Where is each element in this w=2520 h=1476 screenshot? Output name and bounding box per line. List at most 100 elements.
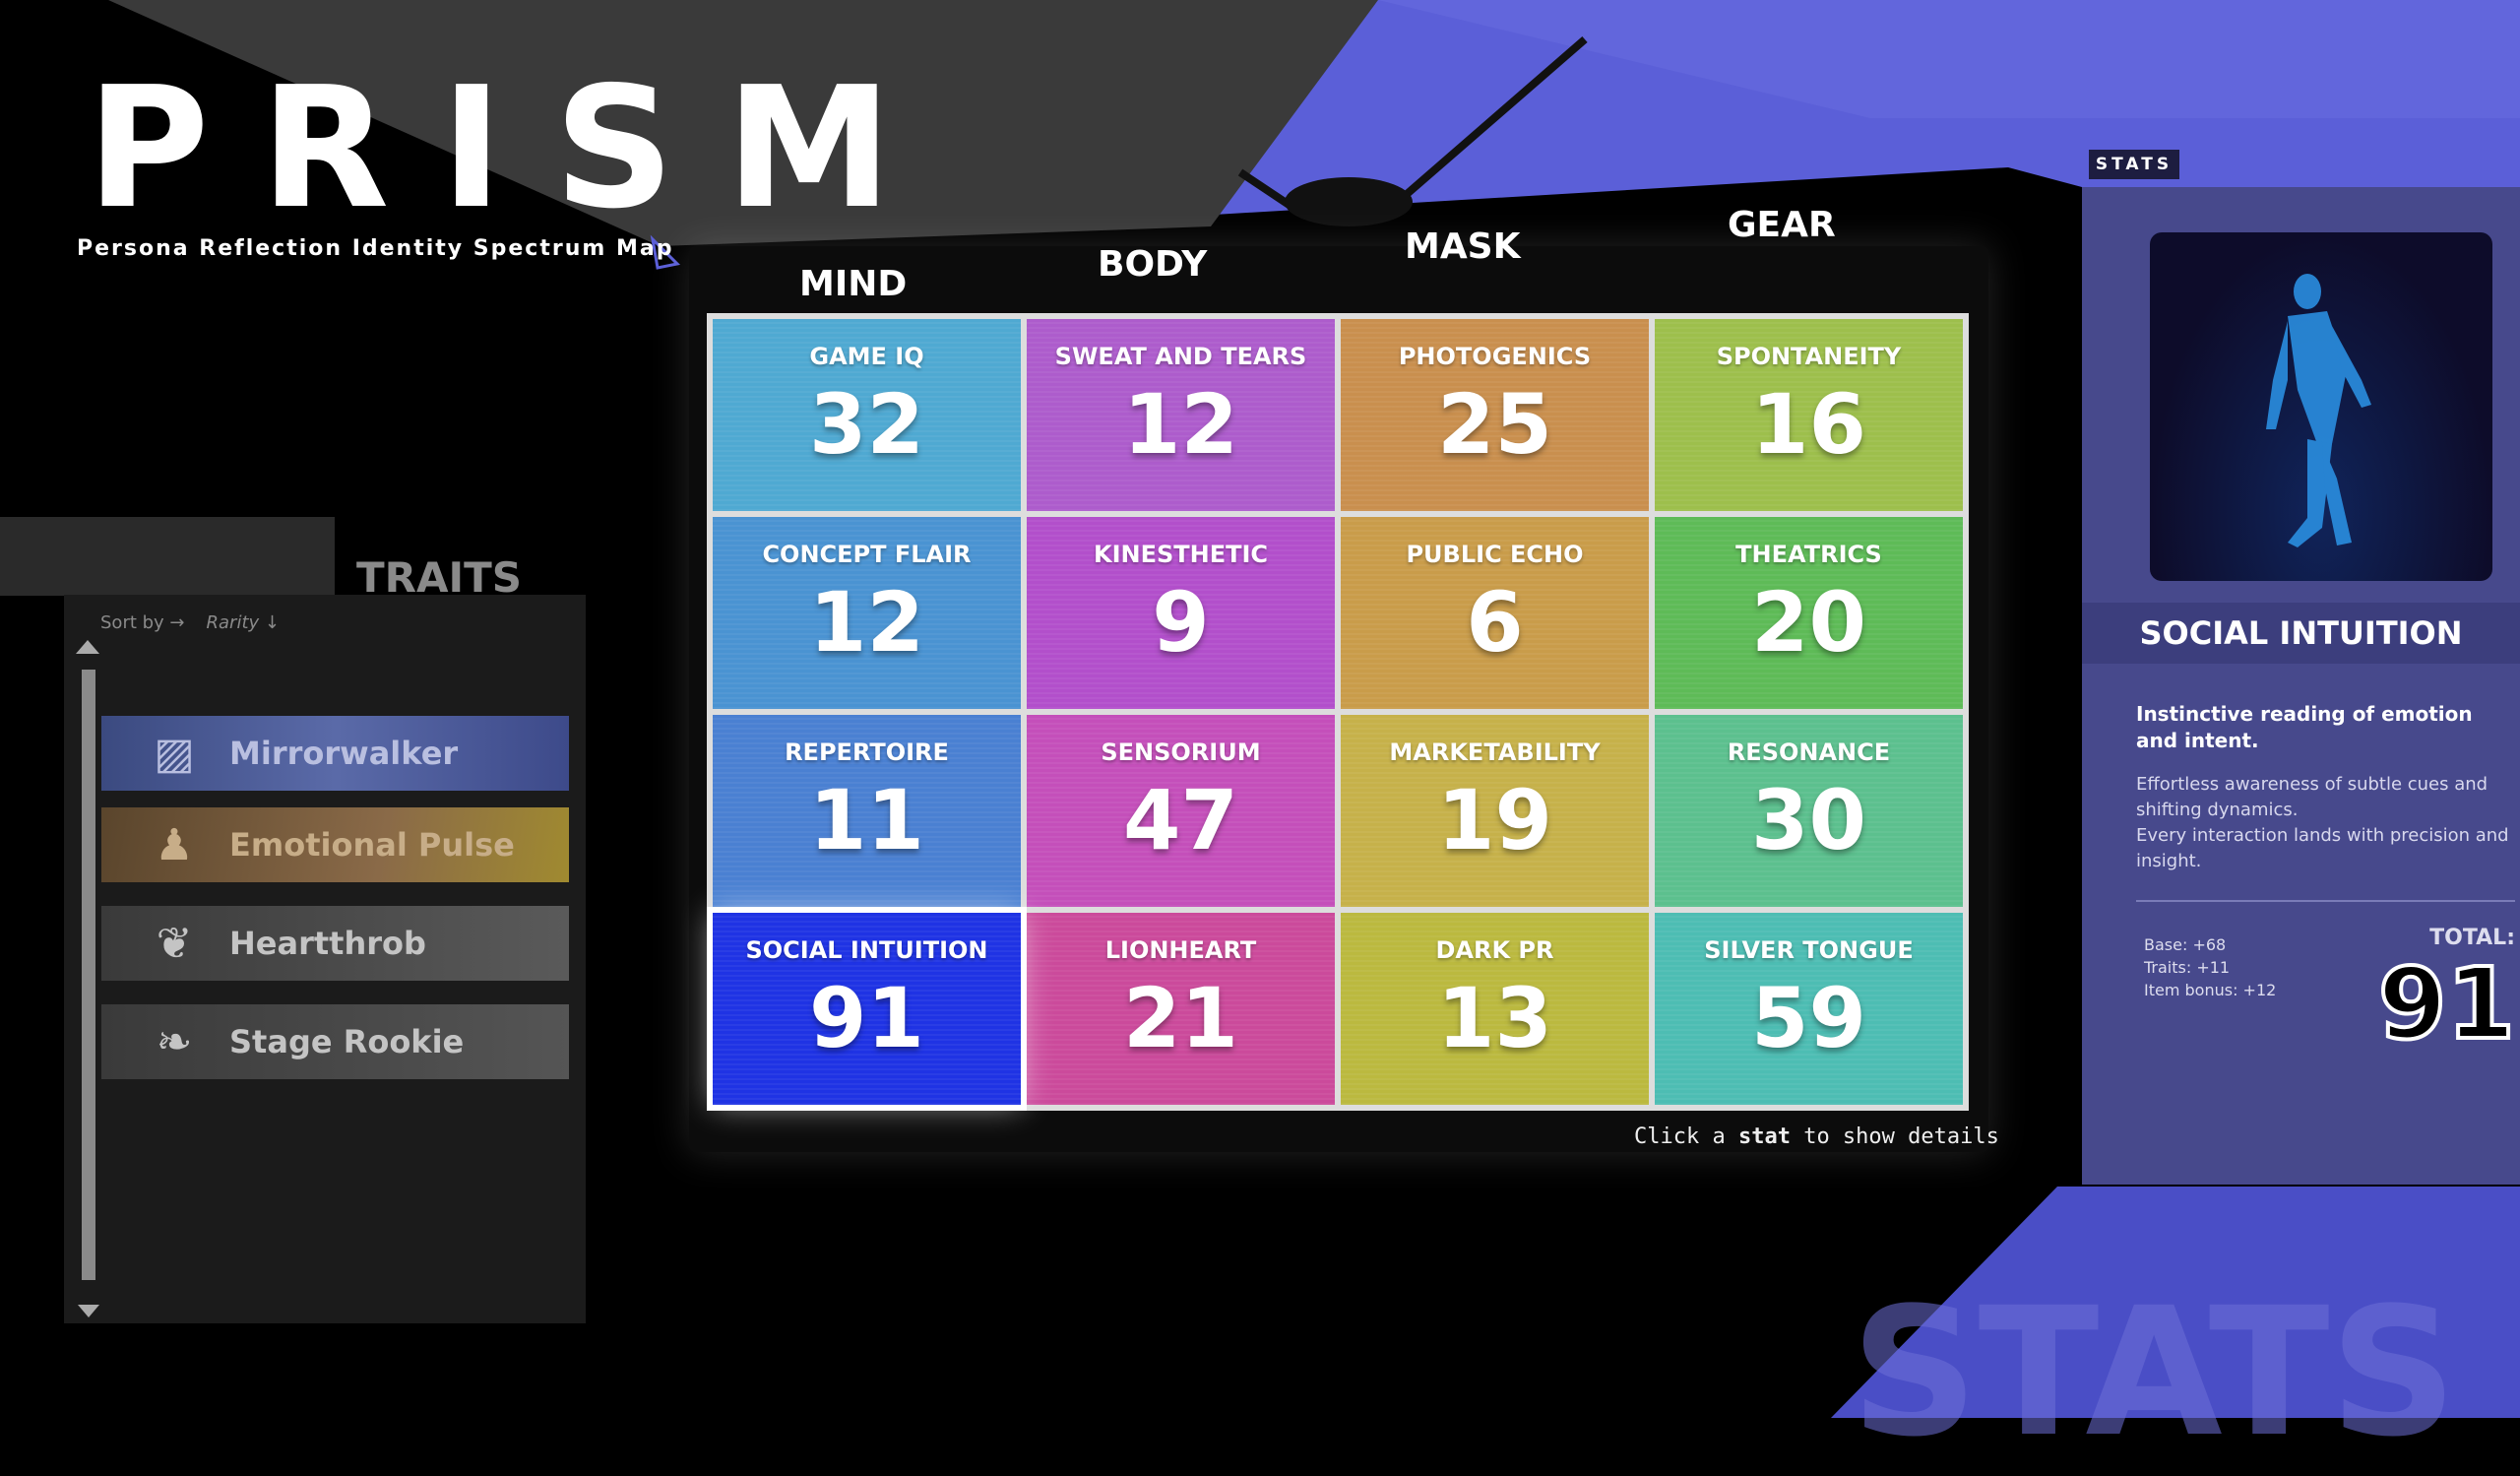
stat-value: 20 bbox=[1751, 574, 1866, 671]
stat-cell-concept-flair[interactable]: CONCEPT FLAIR 12 bbox=[713, 517, 1021, 709]
stat-label: GAME IQ bbox=[809, 343, 924, 370]
stat-label: MARKETABILITY bbox=[1389, 738, 1601, 766]
stat-value: 32 bbox=[809, 376, 924, 473]
stat-label: CONCEPT FLAIR bbox=[762, 541, 972, 568]
stat-summary: Instinctive reading of emotion and inten… bbox=[2136, 702, 2473, 752]
stat-cell-photogenics[interactable]: PHOTOGENICS 25 bbox=[1341, 319, 1649, 511]
trait-name: Stage Rookie bbox=[229, 1023, 465, 1060]
stat-label: KINESTHETIC bbox=[1093, 541, 1269, 568]
sprout-icon: ❧ bbox=[156, 1016, 193, 1067]
total-value: 91 bbox=[2376, 946, 2517, 1061]
stat-value: 59 bbox=[1751, 970, 1866, 1066]
stat-label: SOCIAL INTUITION bbox=[745, 936, 988, 964]
mirror-icon: ▨ bbox=[154, 728, 195, 779]
stat-value: 19 bbox=[1437, 772, 1552, 868]
stat-label: LIONHEART bbox=[1104, 936, 1257, 964]
stat-label: THEATRICS bbox=[1735, 541, 1882, 568]
stat-value: 11 bbox=[809, 772, 924, 868]
stat-label: PHOTOGENICS bbox=[1398, 343, 1592, 370]
sort-value[interactable]: Rarity ↓ bbox=[206, 612, 280, 633]
scroll-up-arrow-icon[interactable] bbox=[76, 640, 99, 654]
trait-item[interactable]: ❧ Stage Rookie bbox=[101, 1004, 569, 1079]
stat-label: SENSORIUM bbox=[1101, 738, 1261, 766]
stat-label: RESONANCE bbox=[1727, 738, 1891, 766]
trait-item[interactable]: ❦ Heartthrob bbox=[101, 906, 569, 981]
stat-value: 13 bbox=[1437, 970, 1552, 1066]
hint-text: Click a stat to show details bbox=[1634, 1124, 1999, 1149]
stat-description: Effortless awareness of subtle cues and … bbox=[2136, 772, 2515, 874]
traits-value: Traits: +11 bbox=[2144, 958, 2231, 977]
stat-cell-theatrics[interactable]: THEATRICS 20 bbox=[1655, 517, 1963, 709]
sort-label: Sort by → bbox=[100, 612, 185, 633]
stat-value: 25 bbox=[1437, 376, 1552, 473]
stat-value: 21 bbox=[1123, 970, 1238, 1066]
stat-value: 9 bbox=[1152, 574, 1210, 671]
stat-value: 30 bbox=[1751, 772, 1866, 868]
item-bonus-value: Item bonus: +12 bbox=[2144, 981, 2277, 999]
stat-cell-public-echo[interactable]: PUBLIC ECHO 6 bbox=[1341, 517, 1649, 709]
traits-tab bbox=[0, 517, 335, 596]
stat-cell-spontaneity[interactable]: SPONTANEITY 16 bbox=[1655, 319, 1963, 511]
column-header-mind: MIND bbox=[799, 264, 908, 304]
stat-value: 12 bbox=[1123, 376, 1238, 473]
column-header-mask: MASK bbox=[1405, 226, 1521, 267]
hint-pre: Click a bbox=[1634, 1124, 1738, 1149]
stat-value: 16 bbox=[1751, 376, 1866, 473]
stat-label: PUBLIC ECHO bbox=[1406, 541, 1584, 568]
stat-cell-dark-pr[interactable]: DARK PR 13 bbox=[1341, 913, 1649, 1105]
total-label: TOTAL: bbox=[2429, 926, 2515, 950]
app-title: PRISM bbox=[87, 51, 944, 246]
scroll-track[interactable] bbox=[82, 670, 95, 1280]
stat-label: DARK PR bbox=[1435, 936, 1554, 964]
description-line-1: Effortless awareness of subtle cues and … bbox=[2136, 774, 2488, 820]
divider bbox=[2136, 900, 2515, 902]
stat-label: REPERTOIRE bbox=[785, 738, 949, 766]
traits-scrollbar[interactable] bbox=[74, 640, 103, 1319]
stat-cell-silver-tongue[interactable]: SILVER TONGUE 59 bbox=[1655, 913, 1963, 1105]
trait-item[interactable]: ♟ Emotional Pulse bbox=[101, 807, 569, 882]
scroll-down-arrow-icon[interactable] bbox=[78, 1305, 99, 1317]
stat-cell-repertoire[interactable]: REPERTOIRE 11 bbox=[713, 715, 1021, 907]
figure-silhouette-icon bbox=[2266, 274, 2371, 547]
stat-cell-marketability[interactable]: MARKETABILITY 19 bbox=[1341, 715, 1649, 907]
stat-value: 91 bbox=[809, 970, 924, 1066]
details-text: Instinctive reading of emotion and inten… bbox=[2136, 701, 2517, 1061]
stat-value: 12 bbox=[809, 574, 924, 671]
sort-control[interactable]: Sort by → Rarity ↓ bbox=[100, 612, 280, 633]
base-value: Base: +68 bbox=[2144, 935, 2227, 954]
stat-cell-game-iq[interactable]: GAME IQ 32 bbox=[713, 319, 1021, 511]
selected-stat-name: SOCIAL INTUITION bbox=[2082, 603, 2520, 664]
trait-name: Heartthrob bbox=[229, 925, 426, 962]
trait-name: Mirrorwalker bbox=[229, 735, 459, 772]
column-header-body: BODY bbox=[1098, 244, 1208, 285]
character-figure bbox=[2150, 232, 2492, 581]
stat-cell-sensorium[interactable]: SENSORIUM 47 bbox=[1027, 715, 1335, 907]
stat-label: SPONTANEITY bbox=[1716, 343, 1902, 370]
background bbox=[108, 0, 2520, 1418]
stat-cell-social-intuition[interactable]: SOCIAL INTUITION 91 bbox=[707, 907, 1027, 1111]
hint-post: to show details bbox=[1790, 1124, 1999, 1149]
rose-icon: ❦ bbox=[156, 918, 193, 969]
total-box: TOTAL: 91 bbox=[2376, 926, 2517, 1061]
stats-tab[interactable]: STATS bbox=[2089, 150, 2179, 179]
stat-cell-resonance[interactable]: RESONANCE 30 bbox=[1655, 715, 1963, 907]
app-subtitle: Persona Reflection Identity Spectrum Map bbox=[77, 236, 674, 261]
hint-bold: stat bbox=[1737, 1124, 1791, 1149]
stat-cell-sweat-and-tears[interactable]: SWEAT AND TEARS 12 bbox=[1027, 319, 1335, 511]
trait-item[interactable]: ▨ Mirrorwalker bbox=[101, 716, 569, 791]
description-line-2: Every interaction lands with precision a… bbox=[2136, 825, 2509, 871]
trait-name: Emotional Pulse bbox=[229, 826, 515, 864]
stat-grid: GAME IQ 32 SWEAT AND TEARS 12 PHOTOGENICS 25 S… bbox=[707, 313, 1969, 1111]
person-signal-icon: ♟ bbox=[155, 819, 194, 870]
stat-breakdown: Base: +68 Traits: +11 Item bonus: +12 bbox=[2144, 933, 2276, 1001]
stat-value: 47 bbox=[1123, 772, 1238, 868]
stat-label: SWEAT AND TEARS bbox=[1054, 343, 1307, 370]
column-header-gear: GEAR bbox=[1728, 205, 1836, 245]
stat-label: SILVER TONGUE bbox=[1704, 936, 1914, 964]
stat-value: 6 bbox=[1466, 574, 1524, 671]
traits-title: TRAITS bbox=[356, 553, 523, 602]
stat-totals: Base: +68 Traits: +11 Item bonus: +12 TO… bbox=[2136, 926, 2517, 1061]
stat-cell-kinesthetic[interactable]: KINESTHETIC 9 bbox=[1027, 517, 1335, 709]
stats-watermark: STATS bbox=[1851, 1270, 2458, 1476]
stat-cell-lionheart[interactable]: LIONHEART 21 bbox=[1027, 913, 1335, 1105]
